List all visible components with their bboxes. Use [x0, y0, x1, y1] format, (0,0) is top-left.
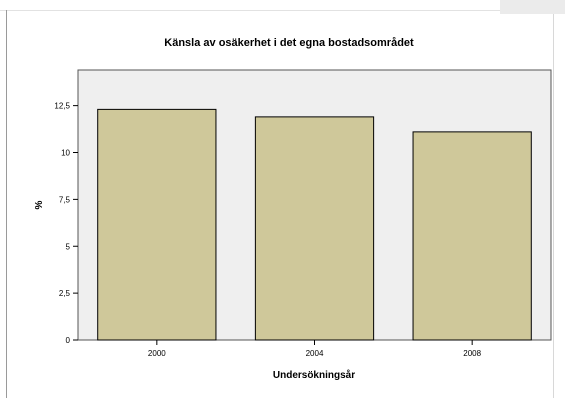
y-tick-label: 12,5 — [54, 102, 70, 111]
x-tick-label: 2000 — [148, 349, 166, 358]
y-tick-label: 0 — [66, 336, 71, 345]
y-tick-label: 7,5 — [59, 195, 71, 204]
x-axis: 2000 2004 2008 — [148, 340, 482, 358]
y-tick-label: 10 — [61, 149, 70, 158]
bars-group — [97, 108, 532, 341]
bar-2000 — [97, 108, 217, 341]
chart-title: Känsla av osäkerhet i det egna bostadsom… — [164, 37, 414, 49]
bar-2004 — [254, 116, 375, 341]
x-axis-label: Undersökningsår — [273, 369, 355, 381]
y-tick-label: 2,5 — [59, 289, 71, 298]
corner-shade — [500, 0, 565, 14]
x-tick-label: 2008 — [463, 349, 481, 358]
y-axis-label: % — [34, 200, 45, 209]
bar-2008 — [412, 131, 532, 341]
frame-right-edge — [553, 14, 554, 398]
x-tick-label: 2004 — [306, 349, 324, 358]
y-tick-label: 5 — [66, 242, 71, 251]
frame-left-edge — [6, 10, 7, 398]
frame-top-edge — [0, 10, 500, 11]
y-axis: 0 2,5 5 7,5 10 12,5 — [54, 102, 78, 345]
